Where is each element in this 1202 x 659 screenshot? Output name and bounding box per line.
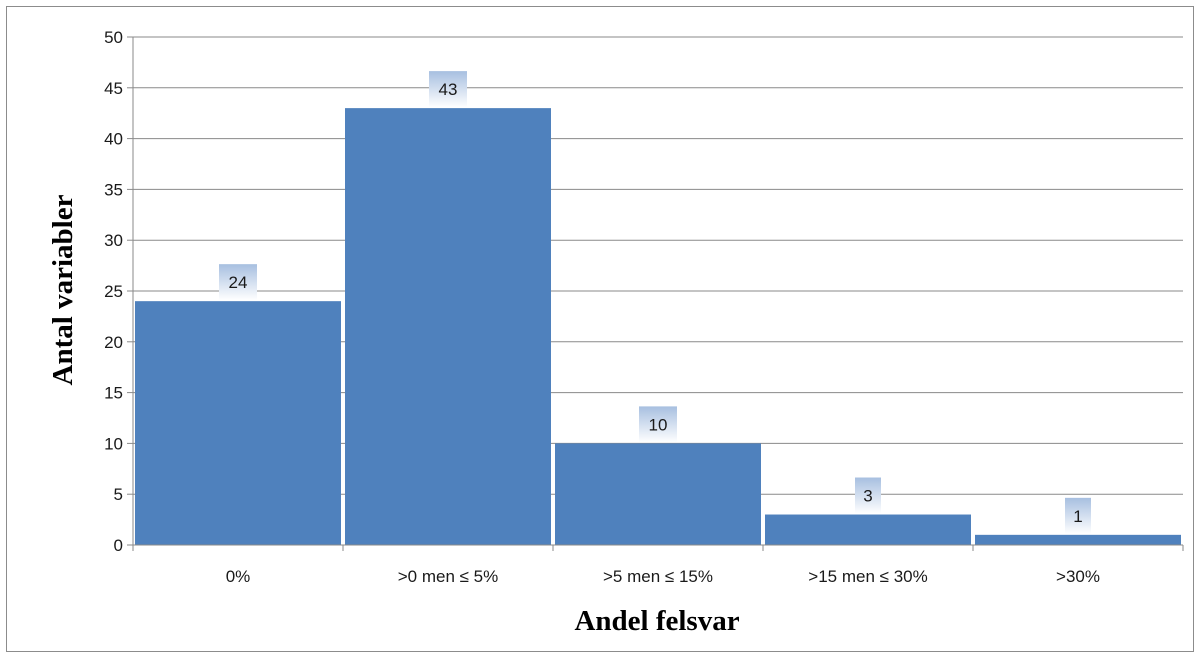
x-axis-title: Andel felsvar xyxy=(574,605,739,637)
data-label: 1 xyxy=(1073,507,1082,526)
y-tick-label: 15 xyxy=(104,384,123,403)
y-tick-labels: 0 5 10 15 20 25 30 35 40 45 50 xyxy=(104,28,123,555)
axes xyxy=(127,36,1184,551)
data-label-box xyxy=(1065,497,1091,534)
bar-0 xyxy=(135,301,341,545)
x-tick-label: >15 men ≤ 30% xyxy=(808,567,927,586)
bar-1 xyxy=(345,108,551,546)
data-label-box xyxy=(855,477,881,514)
data-label-box xyxy=(429,71,467,108)
y-tick-label: 35 xyxy=(104,180,123,199)
x-tick-labels: 0% >0 men ≤ 5% >5 men ≤ 15% >15 men ≤ 30% >3… xyxy=(226,567,1100,586)
y-tick-label: 30 xyxy=(104,231,123,250)
data-labels: 24 43 10 3 1 xyxy=(219,71,1091,534)
x-tick-label: 0% xyxy=(226,567,251,586)
bars xyxy=(135,108,1181,546)
y-tick-label: 20 xyxy=(104,333,123,352)
y-tick-label: 45 xyxy=(104,79,123,98)
y-axis-title: Antal variabler xyxy=(47,194,79,385)
data-label-box xyxy=(639,406,677,443)
data-label: 24 xyxy=(229,273,248,292)
data-label: 3 xyxy=(863,487,872,506)
y-tick-label: 50 xyxy=(104,28,123,47)
bar-4 xyxy=(975,534,1181,545)
y-tick-label: 40 xyxy=(104,130,123,149)
data-label-box xyxy=(219,264,257,301)
x-tick-label: >5 men ≤ 15% xyxy=(603,567,713,586)
y-tick-label: 10 xyxy=(104,434,123,453)
y-tick-label: 5 xyxy=(114,485,123,504)
data-label: 10 xyxy=(649,415,668,434)
data-label: 43 xyxy=(439,80,458,99)
y-tick-label: 0 xyxy=(114,536,123,555)
x-tick-label: >30% xyxy=(1056,567,1100,586)
x-tick-label: >0 men ≤ 5% xyxy=(398,567,499,586)
y-tick-label: 25 xyxy=(104,282,123,301)
bar-3 xyxy=(765,514,971,545)
bar-2 xyxy=(555,443,761,545)
